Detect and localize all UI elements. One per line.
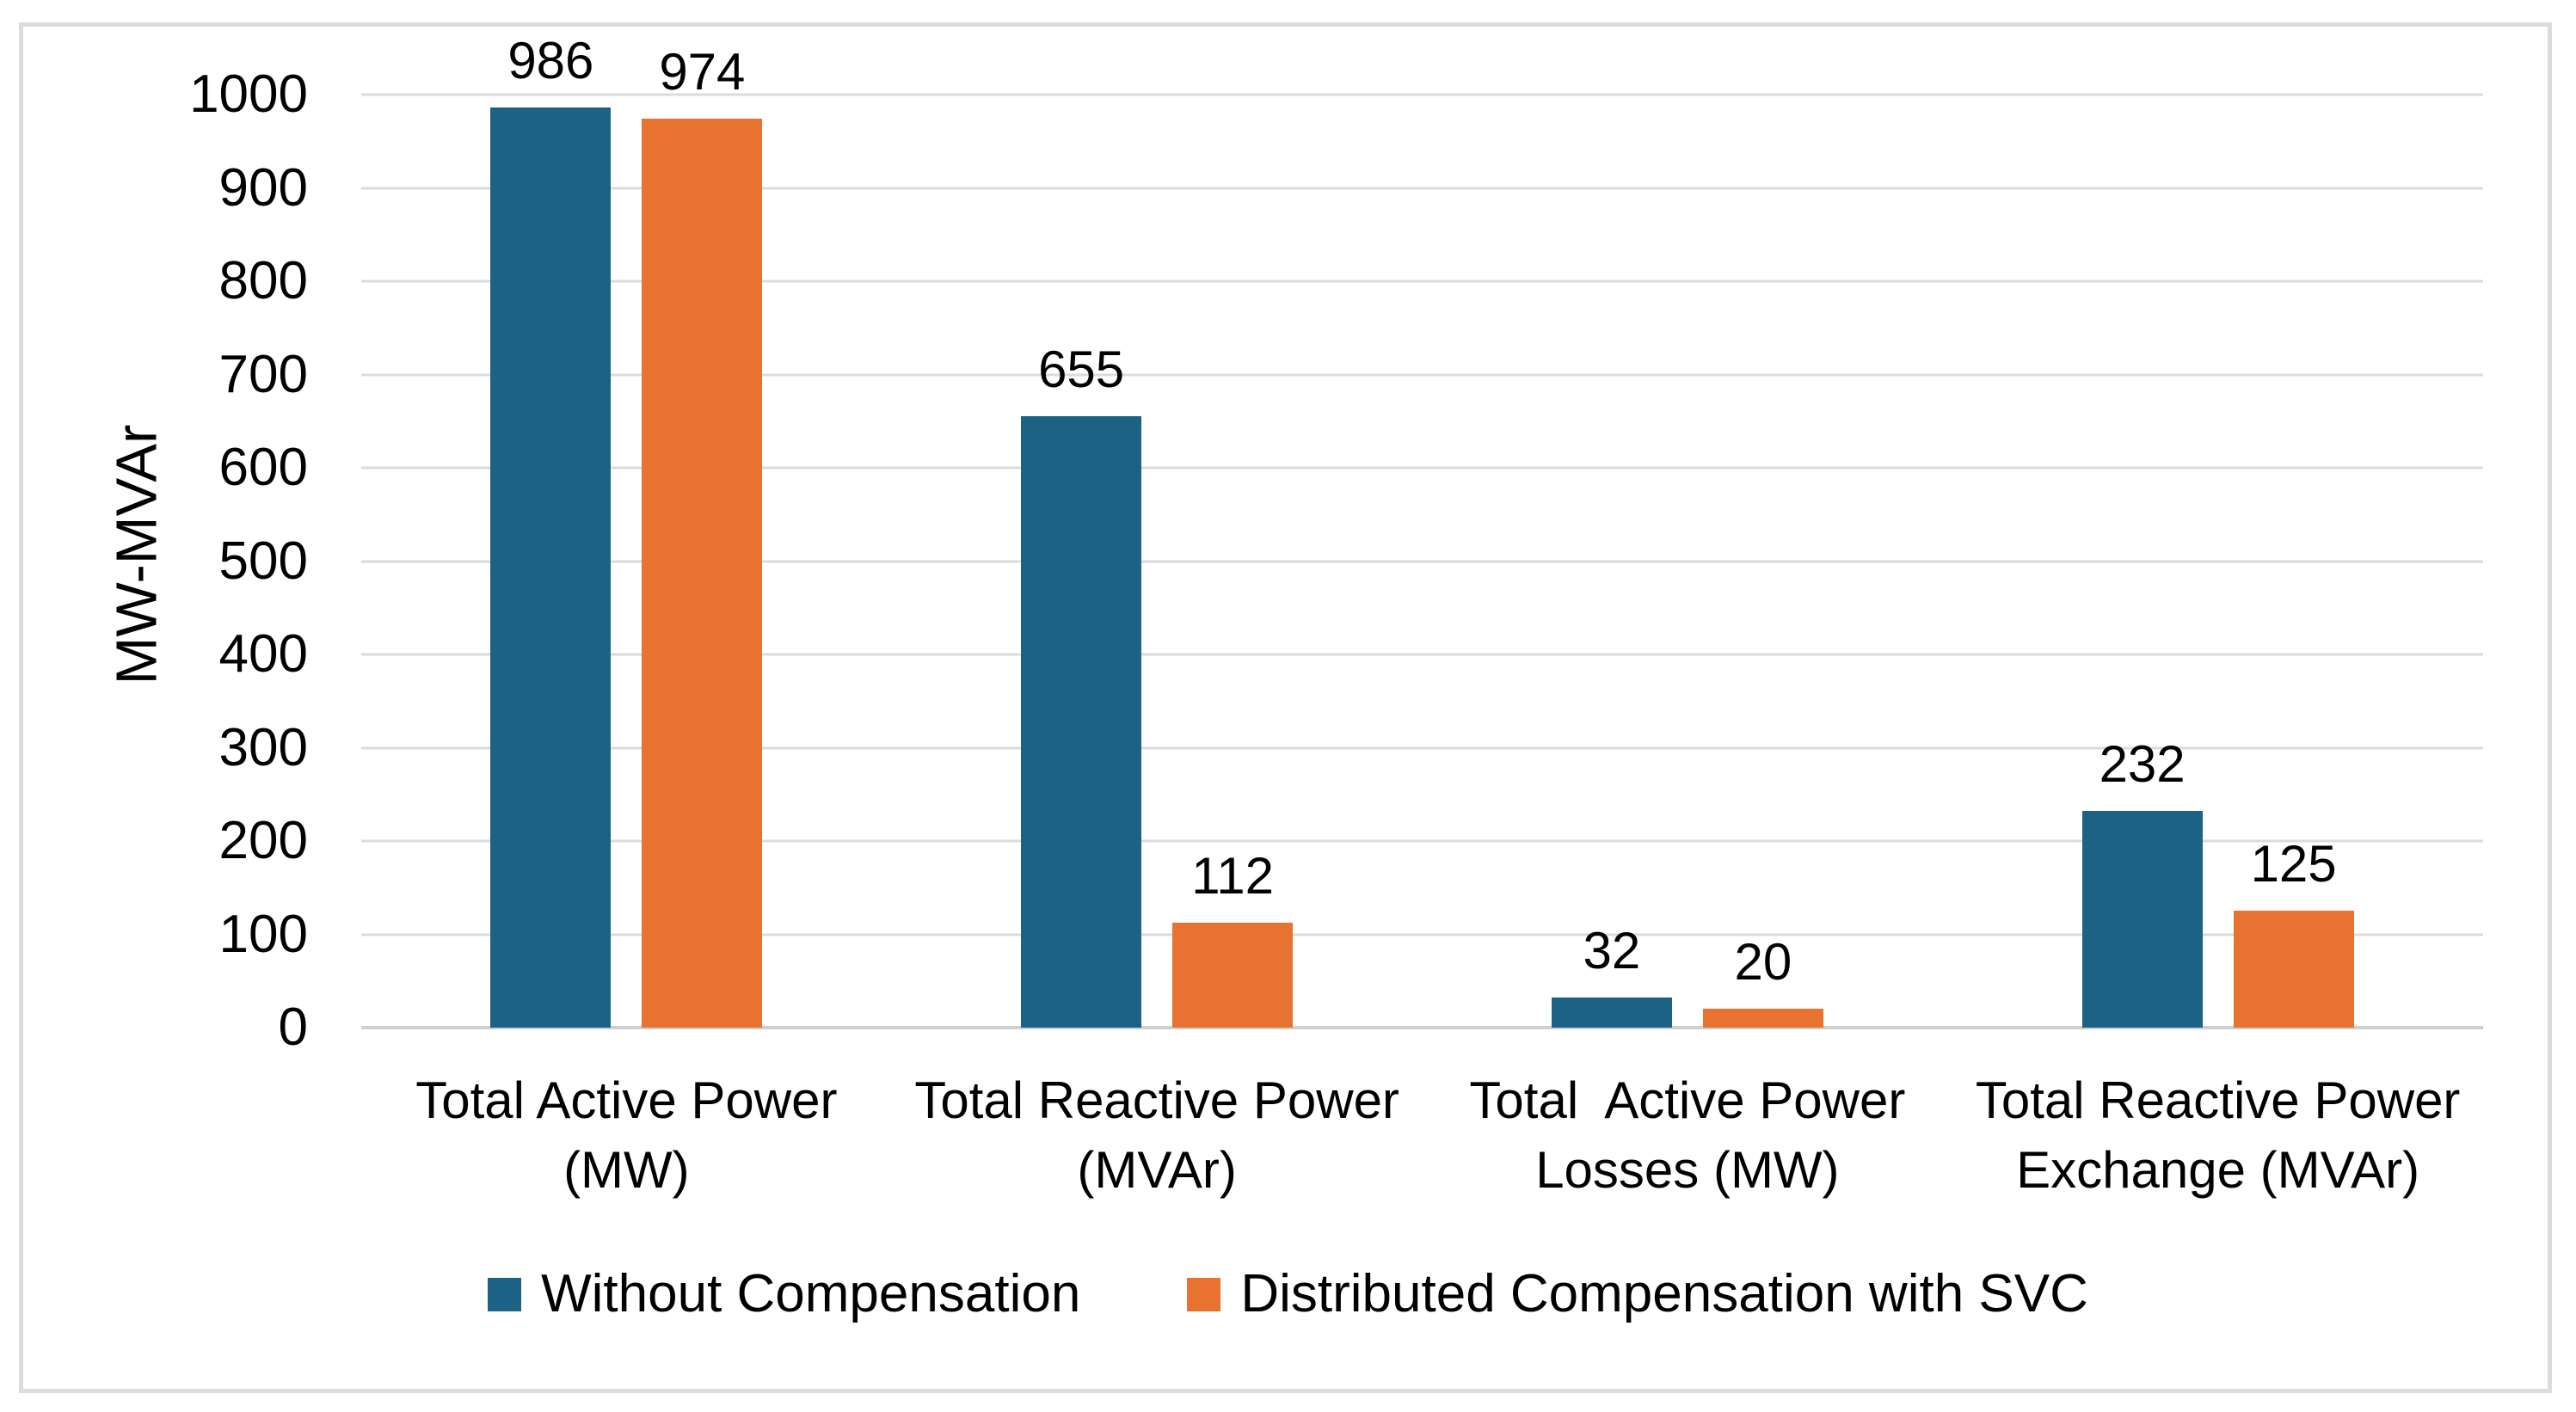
bar-series1-cat2 xyxy=(1021,416,1142,1028)
gridline xyxy=(361,373,2483,376)
bar-value-label: 20 xyxy=(1734,933,1792,991)
bar-series1-cat3 xyxy=(1551,998,1672,1028)
gridline xyxy=(361,653,2483,656)
x-category-label: Total Reactive Power Exchange (MVAr) xyxy=(1975,1071,2461,1199)
legend-swatch-icon xyxy=(1187,1277,1221,1311)
x-category-label: Total Active Power (MW) xyxy=(415,1071,838,1199)
gridline xyxy=(361,187,2483,189)
gridline xyxy=(361,839,2483,843)
bar-value-label: 655 xyxy=(1038,341,1125,399)
gridline xyxy=(361,93,2483,96)
bar-value-label: 112 xyxy=(1191,847,1274,906)
legend-label: Without Compensation xyxy=(541,1264,1081,1323)
bar-value-label: 125 xyxy=(2250,835,2337,893)
y-tick-label: 0 xyxy=(278,998,308,1057)
legend: Without Compensation Distributed Compensa… xyxy=(0,1267,2576,1322)
bar-series2-cat4 xyxy=(2233,911,2354,1028)
bar-value-label: 986 xyxy=(507,32,594,90)
bar-series2-cat3 xyxy=(1702,1009,1823,1028)
y-tick-label: 200 xyxy=(218,811,308,870)
gridline xyxy=(361,466,2483,470)
legend-swatch-icon xyxy=(488,1277,522,1311)
bar-series2-cat1 xyxy=(642,119,763,1028)
y-tick-label: 500 xyxy=(218,531,308,591)
x-category-label: Total Reactive Power (MVAr) xyxy=(914,1071,1399,1199)
y-tick-label: 300 xyxy=(218,717,308,777)
chart-frame xyxy=(19,22,2552,1393)
bar-series1-cat1 xyxy=(490,107,612,1028)
y-tick-label: 700 xyxy=(218,344,308,404)
x-axis-line xyxy=(361,1026,2483,1029)
legend-label: Distributed Compensation with SVC xyxy=(1240,1264,2088,1323)
legend-item-2: Distributed Compensation with SVC xyxy=(1187,1267,2088,1322)
y-tick-label: 900 xyxy=(218,157,308,218)
bar-series2-cat2 xyxy=(1172,923,1294,1028)
gridline xyxy=(361,746,2483,749)
y-tick-label: 400 xyxy=(218,624,308,684)
bar-value-label: 974 xyxy=(659,43,746,101)
y-axis-title: MW-MVAr xyxy=(104,424,169,685)
bar-value-label: 32 xyxy=(1583,922,1641,980)
gridline xyxy=(361,279,2483,283)
y-tick-label: 600 xyxy=(218,438,308,497)
bar-value-label: 232 xyxy=(2099,735,2186,794)
gridline xyxy=(361,560,2483,562)
y-tick-label: 100 xyxy=(218,904,308,964)
y-tick-label: 800 xyxy=(218,251,308,310)
y-tick-label: 1000 xyxy=(189,64,308,124)
bar-series1-cat4 xyxy=(2081,811,2203,1028)
x-category-label: Total Active Power Losses (MW) xyxy=(1469,1071,1906,1199)
gridline xyxy=(361,933,2483,936)
legend-item-1: Without Compensation xyxy=(488,1267,1080,1322)
